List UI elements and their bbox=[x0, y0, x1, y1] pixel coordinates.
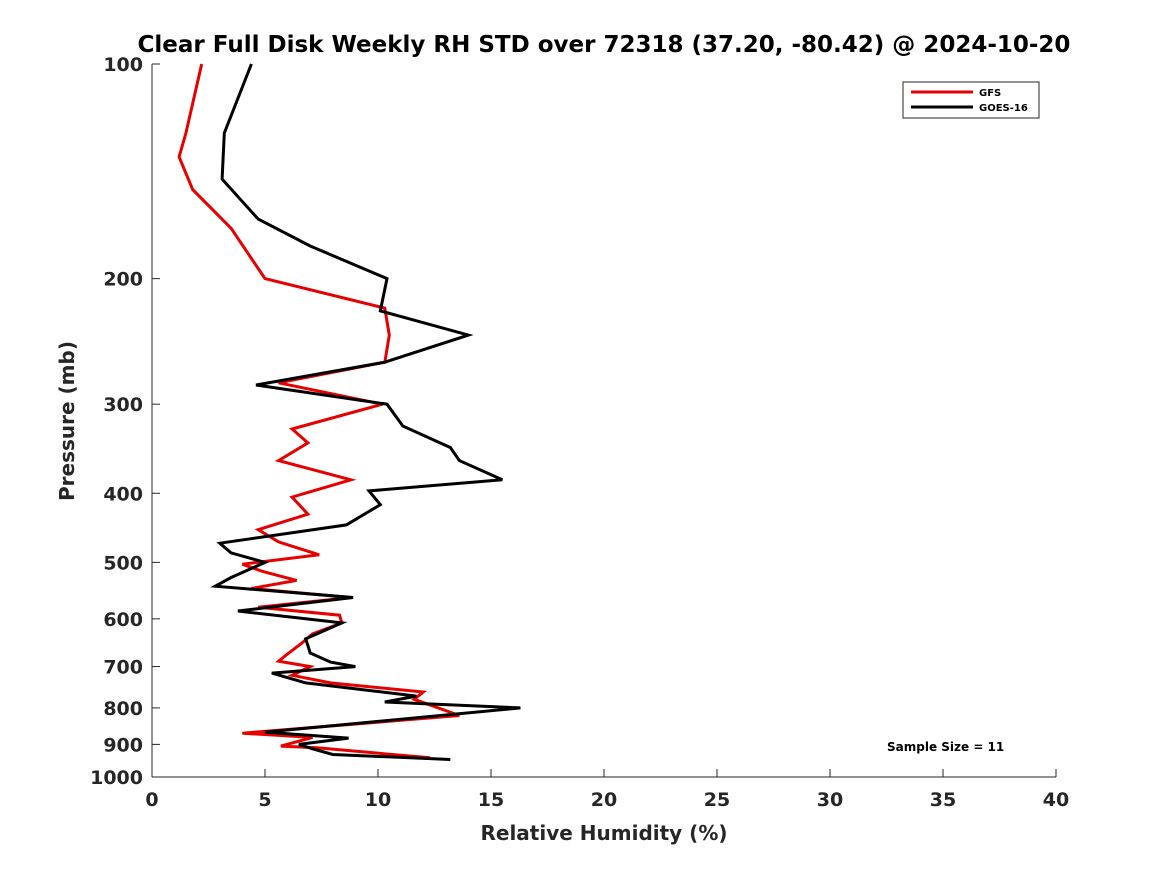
x-tick-label: 5 bbox=[258, 789, 271, 811]
x-axis-label: Relative Humidity (%) bbox=[480, 821, 727, 845]
chart-title: Clear Full Disk Weekly RH STD over 72318… bbox=[138, 32, 1071, 58]
x-tick-label: 30 bbox=[817, 789, 843, 811]
y-axis-label: Pressure (mb) bbox=[55, 341, 79, 501]
y-tick-label: 400 bbox=[103, 483, 143, 505]
legend-box bbox=[902, 81, 1040, 119]
y-tick-label: 800 bbox=[103, 698, 143, 720]
legend-label: GOES-16 bbox=[979, 103, 1028, 114]
legend-label: GFS bbox=[979, 88, 1001, 99]
x-tick-label: 0 bbox=[145, 789, 158, 811]
x-tick-label: 40 bbox=[1043, 789, 1069, 811]
y-tick-label: 500 bbox=[103, 552, 143, 574]
y-tick-label: 100 bbox=[103, 54, 143, 76]
y-tick-label: 200 bbox=[103, 269, 143, 291]
plot-area: 0 5 10 15 20 25 30 35 40 100 200 300 400 500 600 700 800… bbox=[90, 54, 1069, 811]
x-tick-label: 35 bbox=[930, 789, 956, 811]
series-line-gfs bbox=[177, 63, 460, 760]
x-tick-label: 25 bbox=[704, 789, 730, 811]
y-tick-label: 600 bbox=[103, 609, 143, 631]
sample-size-annotation: Sample Size = 11 bbox=[887, 740, 1004, 754]
x-tick-label: 20 bbox=[591, 789, 617, 811]
x-tick-label: 10 bbox=[365, 789, 391, 811]
x-tick-label: 15 bbox=[478, 789, 504, 811]
y-tick-label: 900 bbox=[103, 734, 143, 756]
y-tick-label: 1000 bbox=[90, 767, 143, 789]
y-tick-label: 300 bbox=[103, 394, 143, 416]
series-line-goes-16 bbox=[210, 63, 521, 761]
y-tick-label: 700 bbox=[103, 657, 143, 679]
